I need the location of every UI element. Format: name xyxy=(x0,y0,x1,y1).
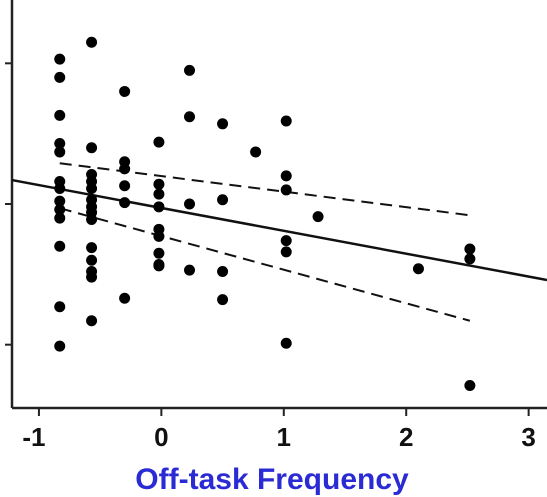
data-point xyxy=(184,64,196,76)
data-point xyxy=(86,142,98,154)
data-point xyxy=(119,180,131,192)
data-point xyxy=(54,138,66,150)
data-point xyxy=(54,71,66,83)
data-points xyxy=(54,36,476,391)
data-point xyxy=(54,146,66,158)
x-tick-label: 3 xyxy=(521,422,535,452)
data-point xyxy=(280,184,292,196)
data-point xyxy=(153,201,165,213)
regression-line xyxy=(11,178,547,282)
data-point xyxy=(153,136,165,148)
data-point xyxy=(54,109,66,121)
data-point xyxy=(184,264,196,276)
x-tick-labels: -1 0 1 2 3 xyxy=(22,422,535,452)
data-point xyxy=(54,195,66,207)
data-point xyxy=(280,235,292,247)
data-point xyxy=(119,163,131,175)
data-point xyxy=(153,247,165,259)
data-point xyxy=(54,204,66,216)
data-point xyxy=(464,253,476,265)
data-point xyxy=(86,271,98,283)
data-point xyxy=(54,212,66,224)
data-point xyxy=(250,146,262,158)
data-point xyxy=(54,340,66,352)
x-tick-label: 0 xyxy=(154,422,168,452)
data-point xyxy=(54,301,66,313)
data-point xyxy=(119,292,131,304)
data-point xyxy=(86,213,98,225)
data-point xyxy=(119,197,131,209)
data-point xyxy=(86,36,98,48)
confidence-band-lower xyxy=(59,207,471,322)
data-point xyxy=(412,263,424,275)
data-point xyxy=(464,243,476,255)
x-tick-label: 2 xyxy=(399,422,413,452)
data-point xyxy=(217,194,229,206)
data-point xyxy=(54,53,66,65)
data-point xyxy=(184,198,196,210)
data-point xyxy=(86,254,98,266)
data-point xyxy=(153,188,165,200)
data-point xyxy=(217,266,229,278)
data-point xyxy=(153,178,165,190)
data-point xyxy=(280,337,292,349)
data-point xyxy=(280,115,292,127)
axes xyxy=(5,0,547,416)
data-point xyxy=(464,379,476,391)
data-point xyxy=(153,260,165,272)
data-point xyxy=(119,85,131,97)
x-tick-label: -1 xyxy=(22,422,45,452)
data-point xyxy=(54,183,66,195)
data-point xyxy=(217,294,229,306)
data-point xyxy=(86,242,98,254)
x-axis-label: Off-task Frequency xyxy=(135,463,409,496)
data-point xyxy=(217,118,229,130)
data-point xyxy=(312,211,324,223)
data-point xyxy=(86,315,98,327)
data-point xyxy=(86,183,98,195)
x-tick-label: 1 xyxy=(277,422,291,452)
data-point xyxy=(184,111,196,123)
data-point xyxy=(54,240,66,252)
data-point xyxy=(280,170,292,182)
data-point xyxy=(280,246,292,258)
data-point xyxy=(153,230,165,242)
